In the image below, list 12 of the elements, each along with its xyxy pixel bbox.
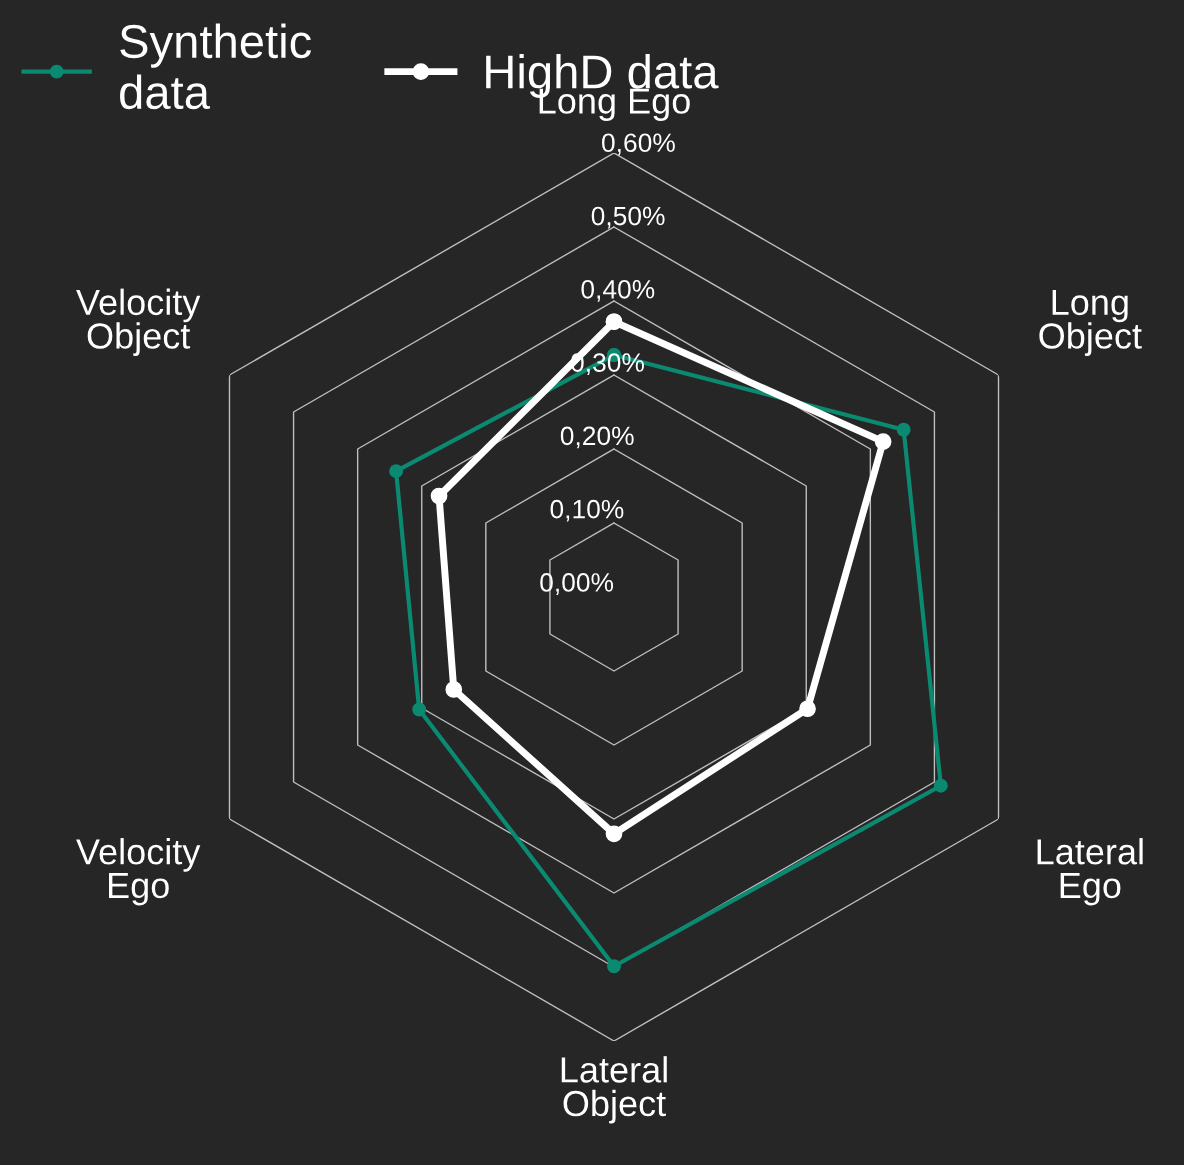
spoke-label: Lateral Object — [561, 1056, 667, 1124]
spoke-label: Velocity Object — [76, 288, 201, 356]
y-tick-label: 0,00% — [540, 573, 614, 595]
legend-label: Synthetic data — [120, 23, 312, 110]
y-tick-label: 0,10% — [550, 499, 624, 522]
spoke-label: Lateral Ego — [1037, 838, 1143, 906]
y-tick-label: 0,60% — [602, 133, 675, 156]
y-tick-label: 0,20% — [560, 426, 634, 449]
spoke-label: Long Object — [1039, 289, 1142, 356]
y-tick-label: 0,50% — [591, 206, 665, 229]
y-tick-label: 0,40% — [581, 279, 655, 302]
spoke-label: Velocity Ego — [76, 838, 201, 906]
